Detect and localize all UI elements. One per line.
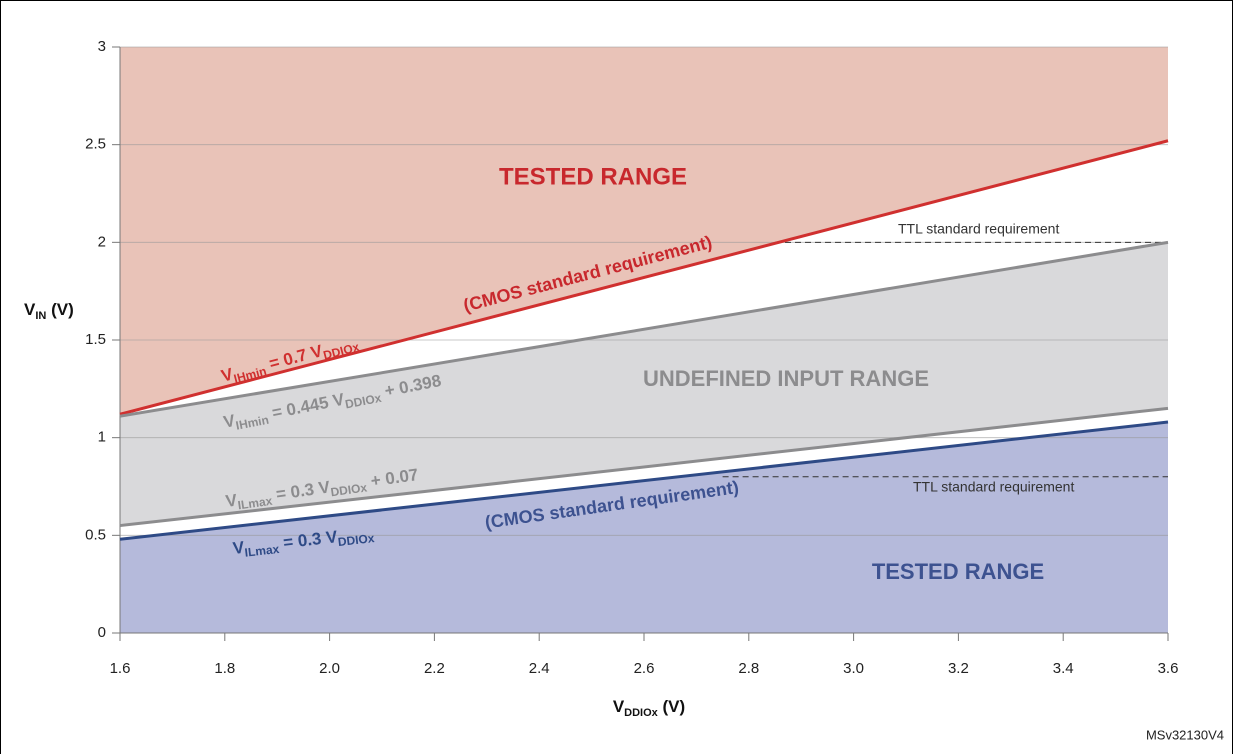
y-tick-label: 1 [98,429,106,446]
text-part: (V) [46,300,73,319]
footnote: MSv32130V4 [1146,727,1224,742]
x-tick-label: 2.8 [738,660,759,677]
series-line [119,139,1169,416]
x-tick-label: 3.0 [843,660,864,677]
y-axis-title: VIN (V) [24,300,74,322]
series-line [119,420,1169,541]
x-tick-label: 2.4 [529,660,550,677]
annotation: UNDEFINED INPUT RANGE [643,366,929,391]
subscript: DDIOx [337,531,375,549]
y-tick-label: 0 [98,624,106,641]
x-tick-label: 3.6 [1158,660,1179,677]
reference-label: TTL standard requirement [913,479,1074,495]
region-fill [120,422,1168,633]
subscript: DDIOx [330,481,369,500]
subscript: ILmax [244,542,280,560]
annotation: TESTED RANGE [499,163,687,190]
text-part: V [219,365,235,386]
reference-label: TTL standard requirement [898,221,1059,237]
y-tick-label: 2 [98,233,106,250]
y-tick-label: 3 [98,38,106,55]
x-tick-label: 3.2 [948,660,969,677]
annotation: TESTED RANGE [872,559,1044,584]
region-fill [120,242,1168,526]
y-tick-label: 0.5 [85,526,106,543]
subscript: IN [35,310,46,322]
text-part: V [225,491,240,511]
text-part: V [24,300,36,319]
x-tick-label: 3.4 [1053,660,1074,677]
series-line [119,240,1169,418]
region-fill [120,47,1168,415]
x-tick-label: 2.0 [319,660,340,677]
text-part: V [613,697,625,716]
subscript: DDIOx [344,391,383,412]
text-part: V [222,411,237,432]
x-tick-label: 2.6 [634,660,655,677]
subscript: IHmin [235,413,270,433]
x-tick-label: 1.6 [110,660,131,677]
subscript: DDIOx [624,707,659,719]
x-axis-title: VDDIOx (V) [613,697,685,719]
series-line [119,406,1169,528]
text-part: (V) [658,697,685,716]
subscript: ILmax [237,494,274,513]
text-part: V [232,538,246,558]
y-tick-label: 2.5 [85,136,106,153]
y-tick-label: 1.5 [85,331,106,348]
x-tick-label: 2.2 [424,660,445,677]
x-tick-label: 1.8 [214,660,235,677]
